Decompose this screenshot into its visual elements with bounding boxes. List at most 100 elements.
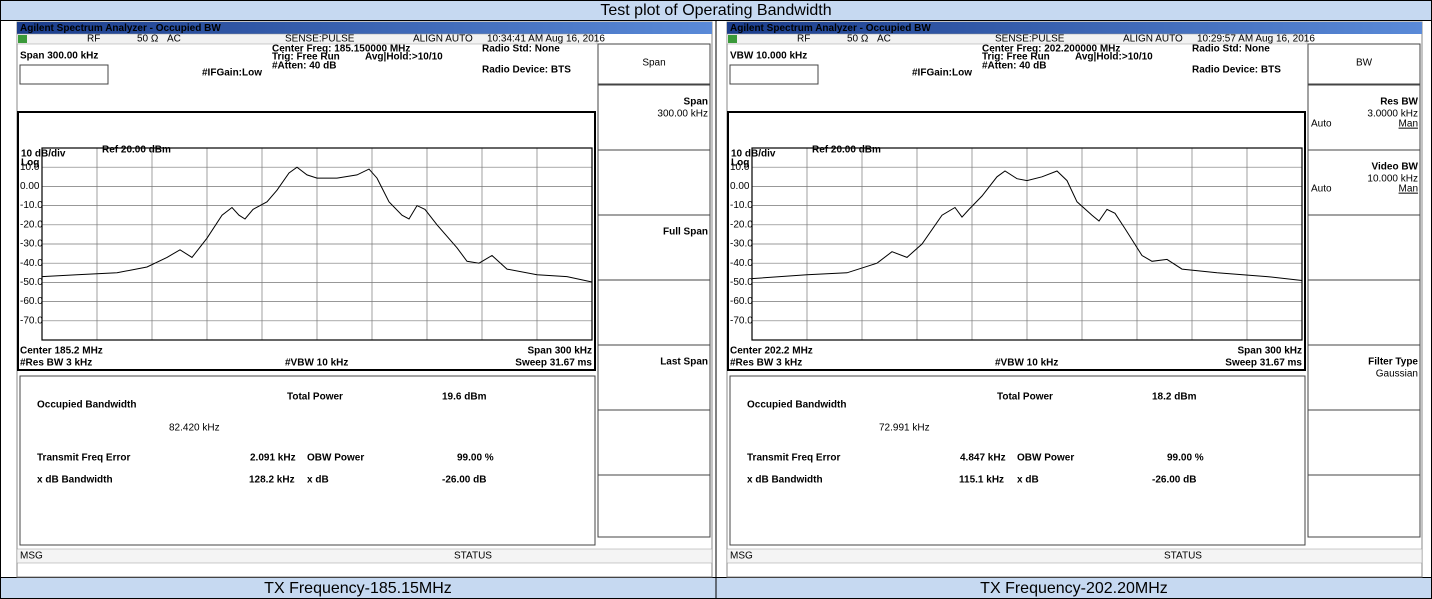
softkey-alt: Man: [1399, 184, 1418, 195]
footer-text: #Res BW 3 kHz: [730, 358, 802, 369]
status-text: AC: [877, 34, 891, 45]
result-label: Total Power: [997, 392, 1053, 403]
status-label: STATUS: [1164, 551, 1202, 562]
result-value: -26.00 dB: [1152, 475, 1196, 486]
msg: MSG: [20, 551, 43, 562]
setting: Radio Std: None: [482, 44, 560, 55]
y-label: -20.0: [730, 219, 753, 230]
status-led: [728, 35, 737, 43]
result-label: x dB Bandwidth: [37, 475, 113, 486]
entry-box: [20, 65, 108, 84]
footer-text: Center 202.2 MHz: [730, 346, 813, 357]
status-led: [18, 35, 27, 43]
setting: Avg|Hold:>10/10: [365, 52, 443, 63]
setting: Avg|Hold:>10/10: [1075, 52, 1153, 63]
menu-title: BW: [1356, 58, 1373, 69]
y-label: -50.0: [730, 277, 753, 288]
result-label: x dB Bandwidth: [747, 475, 823, 486]
softkey[interactable]: [598, 410, 710, 475]
softkey-label: Res BW: [1380, 97, 1418, 108]
status-label: STATUS: [454, 551, 492, 562]
softkey-value: 300.00 kHz: [657, 109, 708, 120]
msg-bar: [727, 549, 1422, 563]
y-label: -10.0: [20, 200, 43, 211]
y-label: 0.00: [730, 181, 750, 192]
status-text: ALIGN AUTO: [413, 34, 473, 45]
result-value: 18.2 dBm: [1152, 392, 1197, 403]
result-value: 4.847 kHz: [960, 453, 1006, 464]
result-value: 99.00 %: [1167, 453, 1204, 464]
setting: Radio Device: BTS: [482, 65, 571, 76]
softkey[interactable]: [1308, 215, 1420, 280]
y-label: 10.0: [730, 162, 750, 173]
result-label: x dB: [1017, 475, 1039, 486]
y-label: -50.0: [20, 277, 43, 288]
softkey[interactable]: [598, 280, 710, 345]
footer-text: #VBW 10 kHz: [285, 358, 348, 369]
softkey-mode: Auto: [1311, 184, 1332, 195]
result-label: Transmit Freq Error: [747, 453, 840, 464]
page: Test plot of Operating Bandwidth Agilent…: [0, 0, 1432, 599]
result-value: 2.091 kHz: [250, 453, 296, 464]
setting: #Atten: 40 dB: [982, 61, 1046, 72]
softkey-alt: Man: [1399, 119, 1418, 130]
table-title: Test plot of Operating Bandwidth: [600, 2, 831, 19]
status-text: 50 Ω: [847, 34, 869, 45]
y-label: -70.0: [730, 315, 753, 326]
softkey[interactable]: [1308, 280, 1420, 345]
result-value: 128.2 kHz: [249, 475, 295, 486]
y-label: -60.0: [730, 296, 753, 307]
result-label: x dB: [307, 475, 329, 486]
caption: TX Frequency-202.20MHz: [980, 580, 1168, 597]
y-label: -40.0: [730, 258, 753, 269]
softkey-label: Filter Type: [1368, 357, 1418, 368]
setting: #Atten: 40 dB: [272, 61, 336, 72]
msg-bar: [17, 549, 712, 563]
footer-text: Sweep 31.67 ms: [1225, 358, 1302, 369]
footer-text: Span 300 kHz: [1238, 346, 1302, 357]
footer-text: #VBW 10 kHz: [995, 358, 1058, 369]
result-value: 82.420 kHz: [169, 423, 220, 434]
window-title: Agilent Spectrum Analyzer - Occupied BW: [20, 23, 221, 34]
softkey-label: Last Span: [660, 357, 708, 368]
softkey[interactable]: [1308, 410, 1420, 475]
window-title: Agilent Spectrum Analyzer - Occupied BW: [730, 23, 931, 34]
y-label: -20.0: [20, 219, 43, 230]
analyzer-screen: Agilent Spectrum Analyzer - Occupied BW R…: [17, 22, 712, 577]
footer-text: #Res BW 3 kHz: [20, 358, 92, 369]
result-label: Total Power: [287, 392, 343, 403]
footer-text: Center 185.2 MHz: [20, 346, 103, 357]
analyzer-screen: Agilent Spectrum Analyzer - Occupied BWR…: [727, 22, 1422, 577]
setting: Radio Std: None: [1192, 44, 1270, 55]
softkey[interactable]: [598, 215, 710, 280]
result-value: -26.00 dB: [442, 475, 486, 486]
y-label: -70.0: [20, 315, 43, 326]
y-label: -30.0: [730, 239, 753, 250]
y-label: -60.0: [20, 296, 43, 307]
active-function: Span 300.00 kHz: [20, 51, 98, 62]
status-text: RF: [797, 34, 810, 45]
softkey[interactable]: [598, 475, 710, 537]
softkey-label: Full Span: [663, 227, 708, 238]
footer-text: Sweep 31.67 ms: [515, 358, 592, 369]
softkey-label: Span: [684, 97, 708, 108]
result-value: 72.991 kHz: [879, 423, 930, 434]
softkey-mode: Auto: [1311, 119, 1332, 130]
caption: TX Frequency-185.15MHz: [264, 580, 452, 597]
setting: Radio Device: BTS: [1192, 65, 1281, 76]
result-label: Occupied Bandwidth: [37, 400, 136, 411]
result-value: 19.6 dBm: [442, 392, 487, 403]
result-label: OBW Power: [307, 453, 364, 464]
msg: MSG: [730, 551, 753, 562]
entry-box: [730, 65, 818, 84]
y-label: 10.0: [20, 162, 40, 173]
y-label: -30.0: [20, 239, 43, 250]
softkey[interactable]: [598, 150, 710, 215]
footer-text: Span 300 kHz: [528, 346, 592, 357]
active-function: VBW 10.000 kHz: [730, 51, 807, 62]
result-value: 115.1 kHz: [959, 475, 1004, 486]
y-label: -10.0: [730, 200, 753, 211]
softkey[interactable]: [598, 345, 710, 410]
softkey-value: Gaussian: [1376, 369, 1418, 380]
softkey[interactable]: [1308, 475, 1420, 537]
